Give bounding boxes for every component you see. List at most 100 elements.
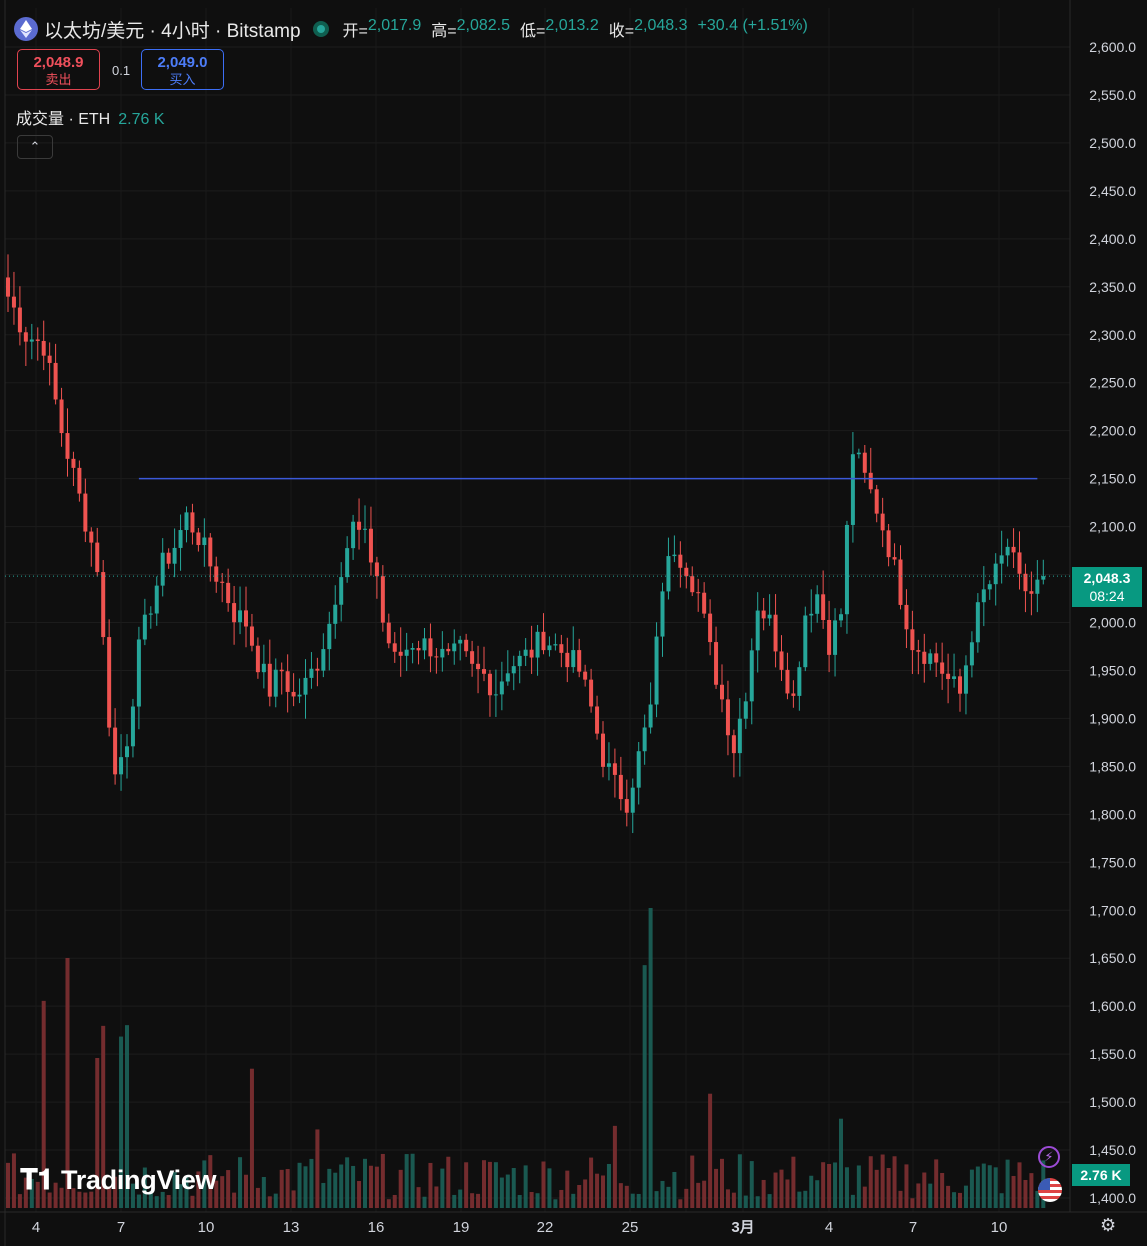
candle-body [416, 648, 421, 651]
candle-body [83, 493, 88, 532]
volume-bar [398, 1169, 403, 1208]
volume-bar [83, 1192, 88, 1208]
candle-body [351, 521, 356, 549]
low-label: 低= [520, 23, 546, 40]
volume-bar [357, 1181, 362, 1208]
collapse-legend-button[interactable]: ⌃ [17, 135, 53, 159]
candle-body [958, 676, 962, 694]
candle-body [249, 626, 254, 646]
candle-body [291, 691, 296, 697]
candle-body [148, 613, 153, 615]
volume-bar [523, 1165, 528, 1208]
candle-body [749, 650, 754, 702]
candle-body [952, 676, 957, 679]
us-flag-icon[interactable] [1038, 1178, 1062, 1202]
volume-bar [113, 1176, 118, 1208]
candle-body [636, 751, 641, 788]
volume-axis-tag: 2.76 K [1072, 1164, 1130, 1186]
candle-body [910, 629, 915, 651]
candle-body [23, 332, 28, 342]
volume-bar [345, 1157, 350, 1208]
price-tick-label: 1,500.0 [1089, 1094, 1136, 1110]
candle-body [202, 537, 207, 546]
candle-body [690, 576, 695, 593]
symbol-header[interactable]: 以太坊/美元 · 4小时 · Bitstamp 开= 2,017.9 高= 2,08… [14, 16, 808, 42]
candle-body [47, 355, 52, 363]
candle-body [363, 528, 367, 530]
volume-bar [672, 1171, 677, 1208]
candle-body [1011, 546, 1016, 553]
ethereum-icon [14, 17, 38, 41]
candle-body [708, 613, 713, 643]
tradingview-logo[interactable]: 𝐓𝟏 TradingView [20, 1164, 217, 1197]
candle-body [95, 542, 100, 573]
candle-body [630, 787, 635, 813]
volume-bar [856, 1165, 861, 1208]
settings-gear-icon[interactable]: ⚙ [1100, 1215, 1117, 1235]
volume-bar [392, 1194, 397, 1208]
candle-body [892, 557, 897, 560]
candle-body [737, 718, 742, 754]
candle-body [606, 763, 611, 767]
volume-bar [1029, 1173, 1034, 1208]
sell-button[interactable]: 2,048.9 卖出 [17, 49, 100, 90]
volume-bar [761, 1179, 766, 1208]
price-axis[interactable]: 2,600.0 2,550.0 2,500.0 2,450.0 2,400.0 2,350… [1089, 39, 1136, 1206]
candle-body [523, 649, 528, 656]
lightning-icon[interactable]: ⚡ [1038, 1146, 1060, 1168]
volume-legend[interactable]: 成交量 · ETH 2.76 K [16, 105, 165, 129]
volume-bar [618, 1183, 623, 1208]
candle-body [107, 637, 112, 728]
candle-body [654, 636, 659, 705]
candle-body [1017, 552, 1022, 574]
candle-body [946, 673, 951, 679]
volume-bar [779, 1169, 784, 1208]
symbol-title[interactable]: 以太坊/美元 · 4小时 · Bitstamp [44, 20, 301, 42]
volume-bar [232, 1192, 237, 1208]
candle-body [904, 604, 909, 630]
volume-bar [279, 1169, 284, 1208]
candle-body [35, 339, 40, 341]
chevron-up-icon: ⌃ [29, 139, 41, 154]
volume-bar [446, 1156, 451, 1208]
volume-bar [725, 1189, 730, 1208]
price-tick-label: 2,200.0 [1089, 423, 1136, 439]
candle-body [731, 735, 736, 754]
volume-bar [333, 1172, 338, 1208]
high-value: 2,082.5 [456, 17, 511, 34]
candle-body [345, 548, 350, 578]
volume-bar [815, 1180, 820, 1208]
time-tick-label: 7 [117, 1219, 125, 1236]
volume-bar [125, 1025, 129, 1208]
buy-price: 2,049.0 [157, 54, 208, 71]
time-axis[interactable]: 4 7 10 13 16 19 22 25 3月 4 7 10 [32, 1219, 1008, 1236]
volume-bar [928, 1183, 933, 1208]
volume-bar [666, 1186, 671, 1208]
volume-bar [868, 1156, 873, 1208]
volume-bar [827, 1163, 832, 1208]
candle-body [648, 704, 653, 728]
buy-button[interactable]: 2,049.0 买入 [141, 49, 224, 90]
volume-bar [107, 1186, 112, 1208]
volume-bar [963, 1185, 968, 1208]
candle-body [1023, 573, 1028, 592]
candle-body [696, 592, 701, 594]
candle-body [624, 799, 629, 813]
volume-bar [95, 1058, 100, 1208]
candle-body [208, 537, 213, 567]
candle-body [612, 763, 617, 775]
candle-body [172, 547, 177, 564]
volume-bar [714, 1168, 719, 1208]
candle-body [571, 650, 576, 668]
candle-body [113, 727, 118, 775]
candle-body [297, 694, 302, 697]
volume-bar [952, 1192, 957, 1208]
volume-bar [380, 1153, 385, 1208]
candle-body [196, 532, 201, 546]
candle-body [684, 567, 689, 577]
volume-bar [267, 1196, 272, 1208]
candle-body [583, 671, 588, 680]
ohlc-legend: 开= 2,017.9 高= 2,082.5 低= 2,013.2 收= 2,048.3 … [343, 17, 808, 41]
price-tick-label: 2,150.0 [1089, 471, 1136, 487]
